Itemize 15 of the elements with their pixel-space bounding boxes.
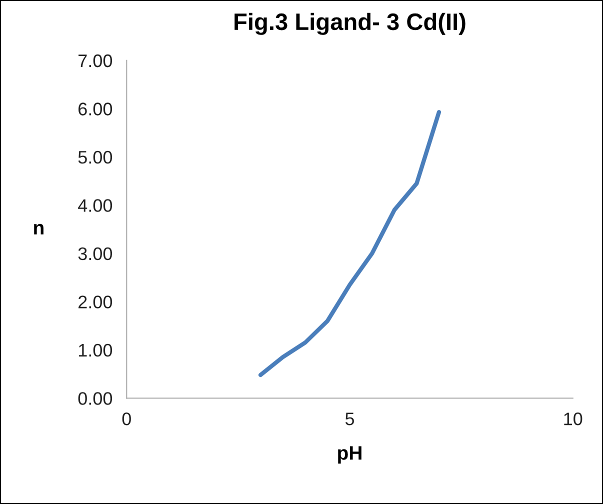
- x-tick-label: 0: [122, 412, 131, 426]
- y-tick-label: 3.00: [78, 247, 112, 260]
- x-tick-label: 5: [345, 412, 354, 426]
- y-tick-label: 2.00: [78, 296, 112, 308]
- x-axis-title: pH: [338, 446, 362, 464]
- chart-title: Fig.3 Ligand- 3 Cd(II): [234, 12, 466, 35]
- y-tick-label: 5.00: [78, 150, 112, 164]
- y-tick-label: 7.00: [78, 54, 112, 68]
- y-tick-label: 0.00: [78, 392, 112, 405]
- x-tick-label: 10: [564, 412, 582, 426]
- line-series: [258, 110, 442, 378]
- y-axis-title: n: [34, 224, 44, 234]
- y-tick-label: 4.00: [78, 199, 112, 212]
- y-tick-label: 6.00: [78, 102, 112, 116]
- y-tick-label: 1.00: [78, 344, 112, 357]
